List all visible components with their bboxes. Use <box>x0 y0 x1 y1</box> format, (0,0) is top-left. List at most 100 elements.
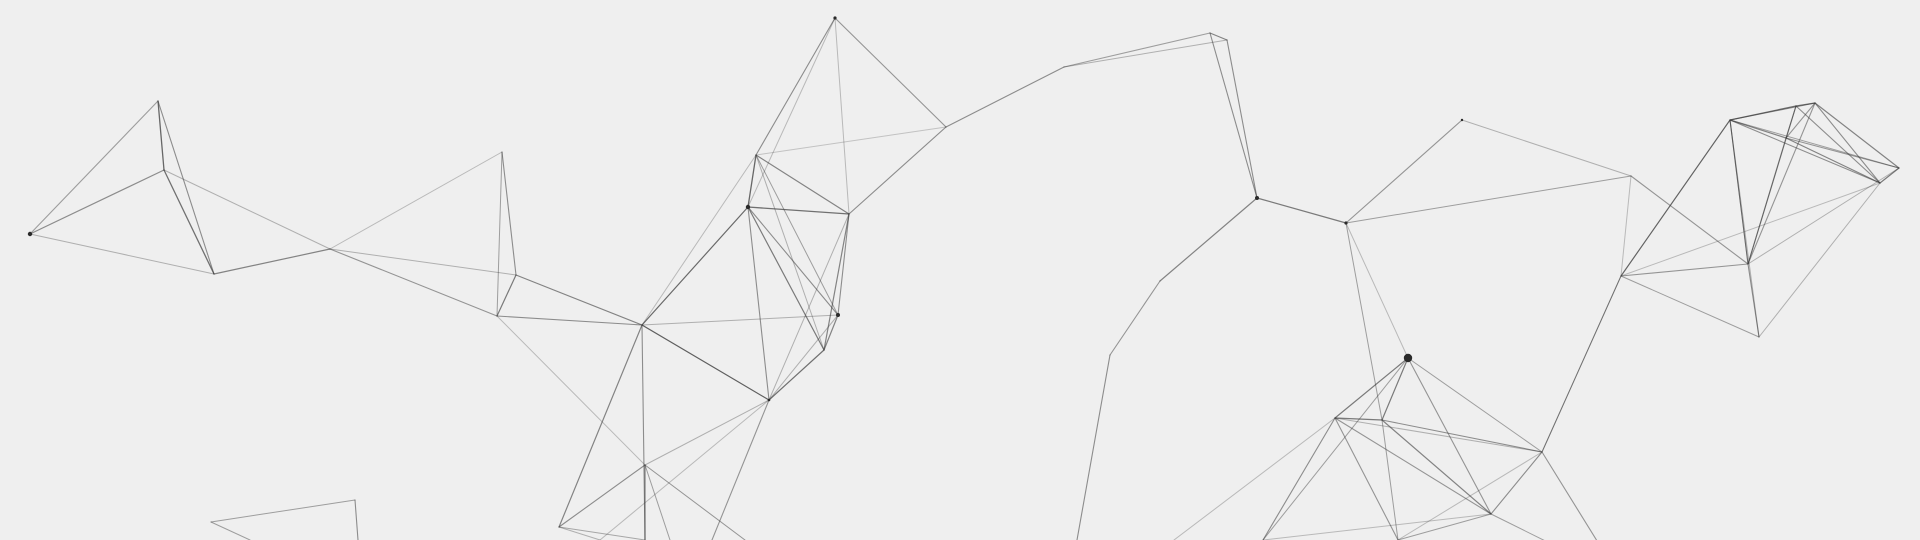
network-node <box>1344 221 1348 225</box>
network-edge <box>1381 419 1399 540</box>
network-edge <box>29 169 165 235</box>
network-edge <box>1334 417 1399 540</box>
network-node <box>745 204 751 210</box>
network-edge <box>329 248 517 276</box>
network-edge <box>496 315 646 466</box>
network-edge <box>755 154 839 316</box>
network-edge <box>1063 39 1228 68</box>
network-edge <box>1334 417 1383 421</box>
network-edge <box>1541 451 1598 540</box>
network-edge <box>1397 513 1492 540</box>
network-edge <box>1262 357 1409 540</box>
network-edge <box>1729 119 1787 139</box>
network-edge <box>1381 357 1409 421</box>
network-edge <box>213 248 331 275</box>
network-node <box>27 231 33 237</box>
network-edge <box>1814 102 1900 169</box>
network-edge <box>1620 175 1632 277</box>
network-edge <box>1785 137 1900 169</box>
network-edge <box>1209 32 1228 41</box>
network-edge <box>747 17 836 208</box>
network-edge <box>599 399 770 540</box>
network-edge <box>1785 102 1816 139</box>
network-node <box>833 16 837 20</box>
network-edge <box>1785 137 1881 184</box>
network-edge <box>1620 182 1881 277</box>
network-edge <box>834 17 850 215</box>
network-edge <box>1490 451 1543 515</box>
network-edge <box>1076 354 1111 540</box>
network-edge <box>329 248 498 317</box>
network-edge <box>1758 182 1881 338</box>
network-edge <box>29 100 159 235</box>
network-nodes <box>27 16 1464 402</box>
network-edge <box>1879 167 1900 184</box>
network-edge <box>1345 175 1632 224</box>
network-edge <box>641 314 839 326</box>
network-edge <box>1490 513 1545 540</box>
network-edge <box>558 526 646 540</box>
network-edge <box>558 324 643 528</box>
network-edge <box>1747 102 1816 265</box>
network-edge <box>157 100 215 275</box>
network-edge <box>755 154 825 351</box>
network-edge <box>1541 275 1622 453</box>
network-node <box>836 313 840 317</box>
network-edge <box>157 100 165 171</box>
network-edge <box>641 206 749 326</box>
network-edge <box>747 154 757 208</box>
network-edge <box>1262 417 1336 540</box>
network-edge <box>1795 102 1816 107</box>
network-edge <box>1262 513 1492 540</box>
network-edge <box>641 206 749 326</box>
network-edge <box>837 213 850 316</box>
network-edge <box>1226 39 1258 199</box>
network-edge <box>823 213 850 351</box>
network-edge <box>834 17 947 128</box>
network-edge <box>1747 167 1900 265</box>
network-edge <box>1256 197 1347 224</box>
network-edge <box>768 213 850 401</box>
network-node <box>1403 353 1413 363</box>
network-edge <box>1109 280 1161 356</box>
network-edge <box>1620 119 1731 277</box>
network-edge <box>1729 119 1760 338</box>
network-edge <box>747 206 839 316</box>
network-edge <box>747 206 825 351</box>
network-edge <box>747 206 850 215</box>
network-edge <box>755 126 947 156</box>
network-edge <box>1541 275 1622 453</box>
network-edge <box>329 151 503 250</box>
network-edge <box>1747 263 1760 338</box>
network-edge <box>641 324 770 401</box>
network-edge <box>1381 419 1543 453</box>
network-edge <box>644 399 770 466</box>
network-edge <box>1747 137 1787 265</box>
network-node <box>1460 118 1464 122</box>
network-edge <box>501 151 517 276</box>
network-edge <box>1630 175 1749 265</box>
network-edge <box>29 233 215 275</box>
network-edge <box>711 399 770 540</box>
network-edge <box>848 126 947 215</box>
network-edge <box>755 17 836 156</box>
network-node <box>767 398 771 402</box>
network-edge <box>755 154 850 215</box>
network-edge <box>1795 105 1881 184</box>
network-edge <box>945 66 1065 128</box>
network-edge <box>768 349 825 401</box>
network-edge <box>1461 119 1632 177</box>
network-edge <box>210 499 356 523</box>
network-edge <box>1334 417 1492 515</box>
network-edge <box>1620 263 1749 277</box>
network-edge <box>1620 119 1731 277</box>
network-edge <box>1209 32 1258 199</box>
network-node <box>1255 196 1259 200</box>
network-edge <box>163 169 331 250</box>
network-edge <box>768 314 839 401</box>
network-edge <box>1620 275 1760 338</box>
network-edge <box>823 314 839 351</box>
network-edges <box>29 17 1900 540</box>
